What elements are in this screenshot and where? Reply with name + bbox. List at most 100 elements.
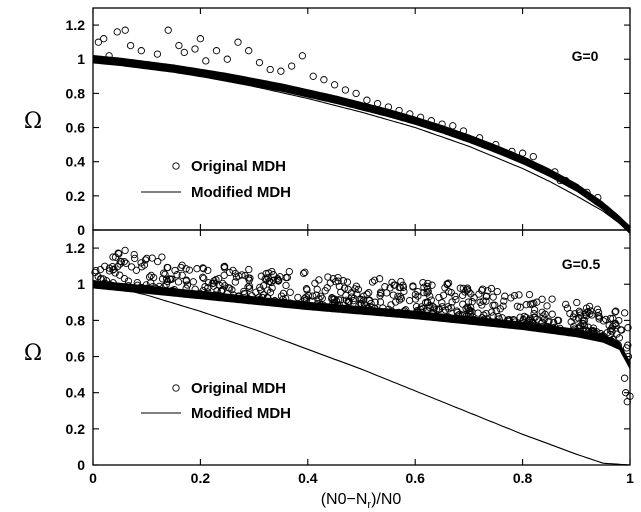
bottom-original-point [609,314,617,323]
bottom-original-point [467,290,475,298]
bottom-legend-modified-label: Modified MDH [191,405,291,422]
bottom-original-point [484,287,492,295]
bottom-original-point [200,274,208,282]
top-plot-marks [92,26,631,235]
bottom-original-point [375,275,384,283]
bottom-annotation-g: G=0.5 [562,256,601,272]
bottom-original-point [244,283,252,291]
bottom-original-point [500,297,508,305]
bottom-original-point [420,288,428,297]
bottom-original-point [96,265,105,274]
bottom-original-point [365,289,373,297]
bottom-original-point [615,334,624,342]
bottom-x-tick-label: 0 [89,470,97,486]
bottom-original-point [420,283,428,291]
top-original-point [180,48,188,57]
top-y-tick-label: 1.2 [66,17,86,33]
bottom-original-point [620,374,629,382]
bottom-original-point [599,317,608,325]
bottom-original-point [163,263,171,272]
bottom-original-point [116,257,124,265]
bottom-original-point [301,268,309,276]
bottom-original-point [183,281,192,289]
top-original-point [121,26,129,34]
top-original-point [277,67,285,75]
top-y-tick-label: 0.6 [66,120,86,136]
x-axis-label-tail: )/N0 [371,491,401,508]
bottom-original-point [130,250,138,259]
bottom-original-point [245,265,253,274]
bottom-original-band [93,280,630,370]
bottom-original-point [595,313,604,321]
top-y-tick-label: 0 [77,222,85,238]
top-original-point [113,28,121,36]
bottom-original-point [584,323,592,331]
bottom-original-point [387,301,395,309]
panel-top: 0 0.2 0.4 0.6 0.8 1 1.2 Ω G=0 Original MDH Mod… [24,7,631,238]
bottom-original-point [424,279,432,288]
bottom-original-point [317,292,325,300]
top-legend: Original MDH Modified MDH [141,158,291,201]
bottom-original-point [285,267,293,276]
bottom-original-point [318,294,326,302]
top-original-point [153,50,162,58]
bottom-original-point [445,305,453,313]
bottom-legend: Original MDH Modified MDH [141,380,291,422]
bottom-original-point [496,305,504,313]
bottom-original-point [245,284,254,292]
bottom-y-tick-label: 1 [77,276,85,292]
bottom-original-point [566,309,574,318]
bottom-original-point [132,266,141,274]
bottom-original-point [354,285,363,294]
bottom-original-point [269,271,277,279]
top-modified-curve [92,58,631,231]
bottom-original-point [342,291,350,300]
bottom-original-point [606,314,615,323]
top-y-tick-label: 0.2 [66,188,86,204]
bottom-original-point [105,264,114,272]
top-original-point [137,47,145,55]
bottom-original-point [353,290,361,298]
top-original-point [288,62,296,70]
bottom-original-point [199,273,207,281]
bottom-y-tick-label: 0.2 [66,421,86,437]
top-original-point [330,81,339,89]
bottom-original-point [238,271,246,279]
bottom-original-point [257,272,266,280]
bottom-original-point [562,300,570,309]
bottom-original-point [459,284,467,293]
bottom-original-point [581,310,589,319]
bottom-original-point [586,310,594,318]
bottom-original-point [145,273,154,281]
bottom-original-point [225,268,234,277]
bottom-original-point [383,289,391,297]
bottom-original-point [579,319,587,328]
bottom-original-point [256,286,265,294]
bottom-legend-original-label: Original MDH [191,380,286,397]
bottom-original-point [127,263,136,271]
bottom-original-point [538,295,546,303]
bottom-original-point [109,253,117,261]
top-original-point [255,58,264,67]
bottom-original-point [166,275,174,283]
bottom-original-point [143,254,151,263]
bottom-original-point [265,269,273,277]
bottom-original-point [212,276,220,284]
bottom-original-point [452,295,460,304]
bottom-original-point [423,289,431,297]
bottom-original-point [147,271,155,280]
bottom-original-point [571,310,579,318]
bottom-original-point [334,273,342,282]
bottom-original-point [611,308,619,316]
bottom-original-point [131,254,139,263]
bottom-original-point [193,265,201,273]
top-legend-modified-label: Modified MDH [191,184,291,201]
bottom-original-point [166,275,175,284]
bottom-original-point [411,290,420,299]
bottom-original-point [173,271,181,279]
x-axis-label-main: (N0−N [321,491,368,508]
bottom-original-point [171,266,179,275]
bottom-original-point [520,312,528,321]
bottom-original-point [377,290,385,298]
